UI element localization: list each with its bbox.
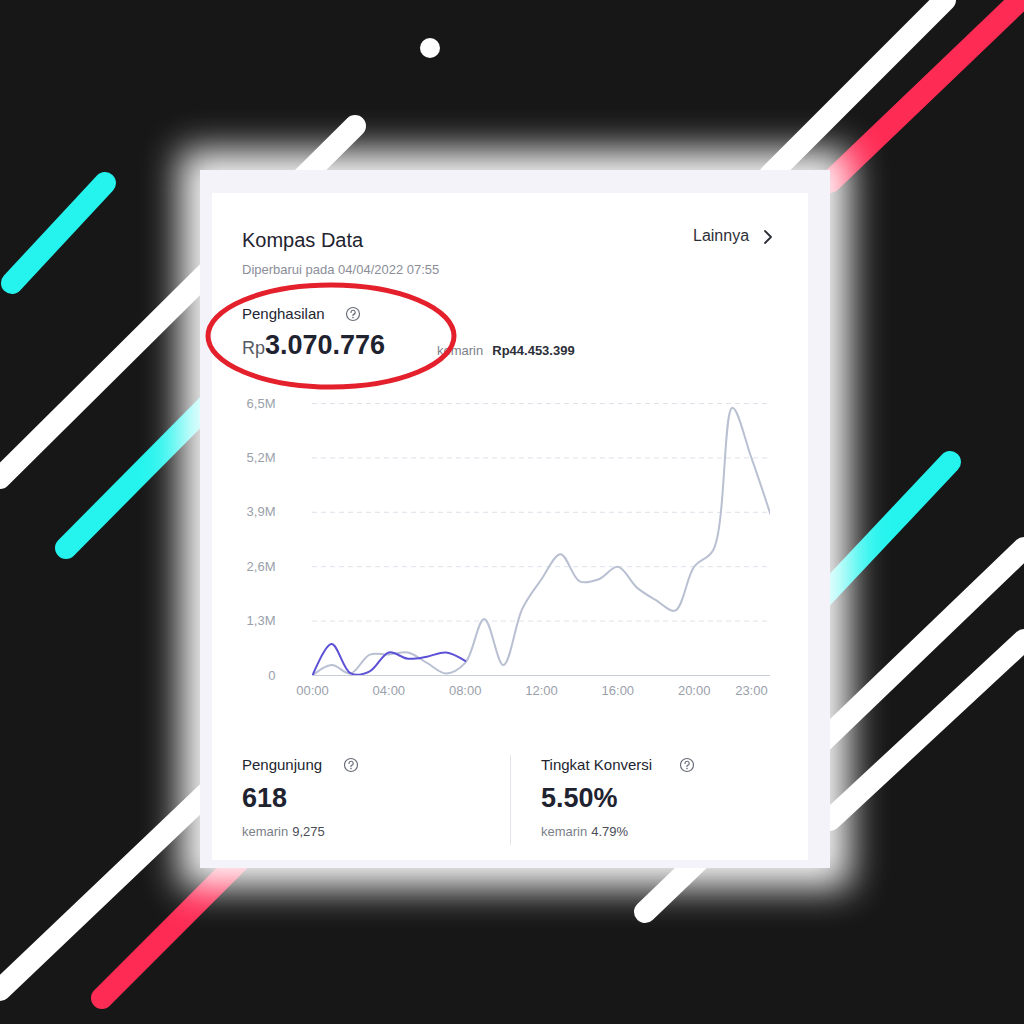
svg-text:3,9M: 3,9M: [247, 504, 276, 519]
svg-text:2,6M: 2,6M: [247, 559, 276, 574]
svg-text:12:00: 12:00: [525, 683, 558, 698]
html-text:Rp3.070.776: Rp3.070.776: [242, 330, 386, 360]
html-text:Rp44.453.399: Rp44.453.399: [492, 343, 575, 358]
html-text:kemarin 9,275: kemarin 9,275: [242, 824, 325, 839]
html-text:Diperbarui pada 04/04/2022 07:: Diperbarui pada 04/04/2022 07:55: [242, 262, 440, 277]
html-text:kemarin: kemarin: [437, 343, 484, 358]
svg-text:00:00: 00:00: [296, 683, 329, 698]
svg-text:04:00: 04:00: [373, 683, 406, 698]
svg-text:1,3M: 1,3M: [247, 613, 276, 628]
html-text:618: 618: [242, 783, 288, 813]
html-text:Kompas Data: Kompas Data: [242, 229, 364, 251]
html-text:5.50%: 5.50%: [541, 783, 618, 813]
html-text:Lainnya: Lainnya: [693, 227, 749, 244]
svg-text:23:00: 23:00: [735, 683, 768, 698]
html-text:Pengunjung: Pengunjung: [242, 756, 323, 773]
svg-text:6,5M: 6,5M: [247, 396, 276, 411]
svg-text:08:00: 08:00: [449, 683, 482, 698]
svg-text:20:00: 20:00: [678, 683, 711, 698]
svg-text:16:00: 16:00: [602, 683, 635, 698]
svg-text:5,2M: 5,2M: [247, 450, 276, 465]
html-text:kemarin 4.79%: kemarin 4.79%: [541, 824, 629, 839]
html-text:Tingkat Konversi: Tingkat Konversi: [541, 756, 653, 773]
html-text:Penghasilan: Penghasilan: [242, 305, 325, 322]
svg-text:0: 0: [268, 668, 275, 683]
